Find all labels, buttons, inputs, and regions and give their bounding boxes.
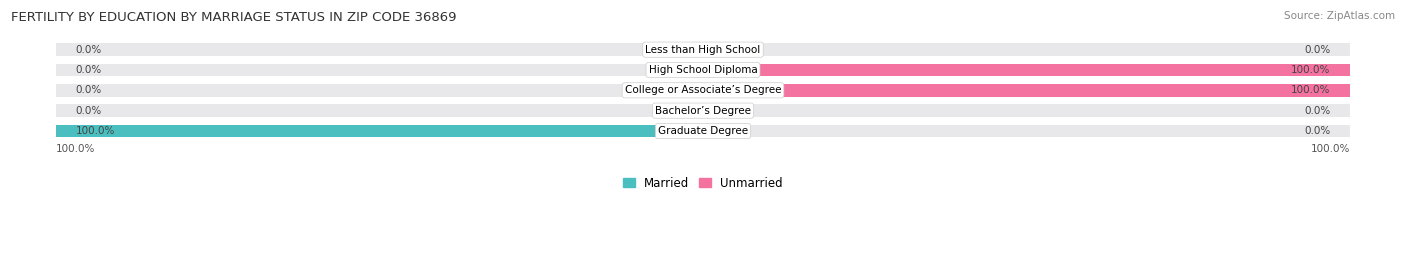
- Text: 0.0%: 0.0%: [1305, 45, 1330, 55]
- Legend: Married, Unmarried: Married, Unmarried: [619, 172, 787, 194]
- Bar: [56, 125, 1350, 137]
- Text: 0.0%: 0.0%: [1305, 126, 1330, 136]
- Bar: [56, 43, 1350, 56]
- Text: 100.0%: 100.0%: [1291, 85, 1330, 95]
- Text: 0.0%: 0.0%: [1305, 106, 1330, 116]
- Bar: [703, 84, 1350, 97]
- Text: Source: ZipAtlas.com: Source: ZipAtlas.com: [1284, 11, 1395, 21]
- Text: High School Diploma: High School Diploma: [648, 65, 758, 75]
- Text: Less than High School: Less than High School: [645, 45, 761, 55]
- Text: 100.0%: 100.0%: [56, 144, 96, 154]
- Text: Graduate Degree: Graduate Degree: [658, 126, 748, 136]
- Bar: [56, 64, 1350, 76]
- Bar: [56, 104, 1350, 117]
- Text: 100.0%: 100.0%: [76, 126, 115, 136]
- Text: 100.0%: 100.0%: [1291, 65, 1330, 75]
- Bar: [56, 84, 1350, 97]
- Bar: [703, 64, 1350, 76]
- Text: 100.0%: 100.0%: [1310, 144, 1350, 154]
- Bar: [56, 125, 703, 137]
- Text: 0.0%: 0.0%: [76, 106, 101, 116]
- Text: FERTILITY BY EDUCATION BY MARRIAGE STATUS IN ZIP CODE 36869: FERTILITY BY EDUCATION BY MARRIAGE STATU…: [11, 11, 457, 24]
- Text: 0.0%: 0.0%: [76, 85, 101, 95]
- Text: Bachelor’s Degree: Bachelor’s Degree: [655, 106, 751, 116]
- Text: College or Associate’s Degree: College or Associate’s Degree: [624, 85, 782, 95]
- Text: 0.0%: 0.0%: [76, 65, 101, 75]
- Text: 0.0%: 0.0%: [76, 45, 101, 55]
